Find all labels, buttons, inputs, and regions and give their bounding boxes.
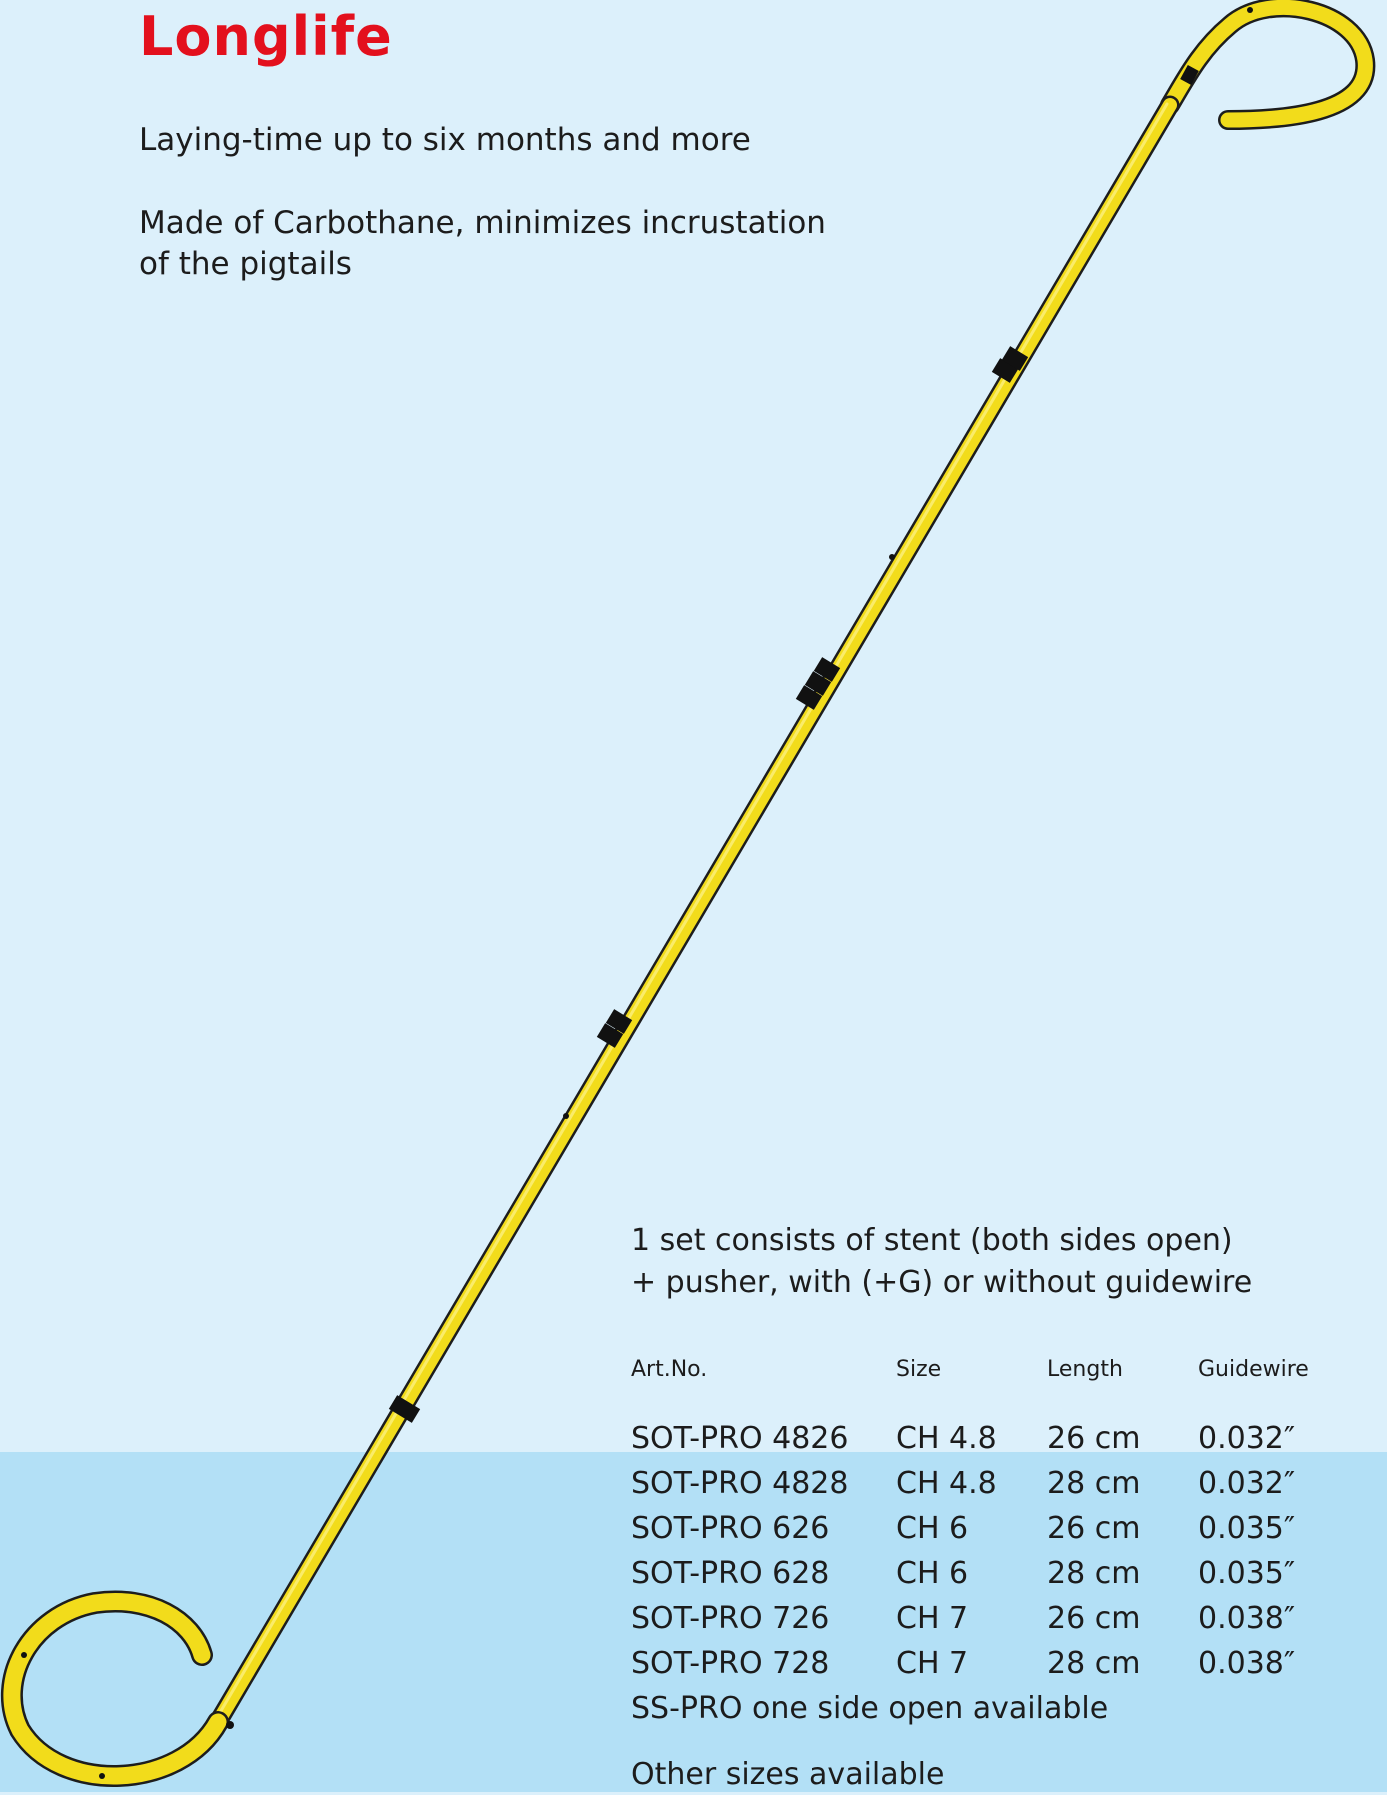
stent-drainage-hole bbox=[99, 1773, 105, 1779]
set-contents-line2: + pusher, with (+G) or without guidewire bbox=[631, 1265, 1253, 1300]
lower-background-band bbox=[0, 1452, 1387, 1792]
other-sizes-note: Other sizes available bbox=[631, 1757, 945, 1792]
product-spec-table: Art.No. Size Length Guidewire SOT-PRO 48… bbox=[631, 1348, 1331, 1686]
page-title: Longlife bbox=[139, 5, 393, 68]
stent-marker-band bbox=[596, 1023, 624, 1048]
size-cell: CH 4.8 bbox=[896, 1421, 997, 1456]
length-cell: 28 cm bbox=[1047, 1646, 1141, 1681]
length-cell: 28 cm bbox=[1047, 1556, 1141, 1591]
size-cell: CH 6 bbox=[896, 1556, 969, 1591]
length-cell: 26 cm bbox=[1047, 1601, 1141, 1636]
one-side-open-note: SS-PRO one side open available bbox=[631, 1691, 1109, 1726]
art-no-cell: SOT-PRO 4826 bbox=[631, 1421, 849, 1456]
table-row: SOT-PRO 4828 CH 4.8 28 cm 0.032″ bbox=[631, 1461, 1331, 1506]
size-cell: CH 7 bbox=[896, 1601, 969, 1636]
stent-drainage-hole bbox=[563, 1113, 569, 1119]
stent-marker-band bbox=[795, 685, 823, 710]
size-cell: CH 4.8 bbox=[896, 1466, 997, 1501]
feature-laying-time: Laying-time up to six months and more bbox=[139, 122, 751, 158]
set-contents-description: 1 set consists of stent (both sides open… bbox=[631, 1220, 1252, 1304]
length-cell: 26 cm bbox=[1047, 1511, 1141, 1546]
guidewire-cell: 0.035″ bbox=[1198, 1511, 1296, 1546]
stent-drainage-hole bbox=[1247, 7, 1253, 13]
set-contents-line1: 1 set consists of stent (both sides open… bbox=[631, 1223, 1233, 1258]
table-header-row: Art.No. Size Length Guidewire bbox=[631, 1348, 1331, 1416]
table-row: SOT-PRO 726 CH 7 26 cm 0.038″ bbox=[631, 1596, 1331, 1641]
guidewire-cell: 0.035″ bbox=[1198, 1556, 1296, 1591]
stent-drainage-hole bbox=[889, 554, 895, 560]
column-header-length: Length bbox=[1047, 1356, 1123, 1382]
art-no-cell: SOT-PRO 626 bbox=[631, 1511, 830, 1546]
size-cell: CH 7 bbox=[896, 1646, 969, 1681]
stent-marker-band bbox=[1180, 64, 1199, 86]
art-no-cell: SOT-PRO 628 bbox=[631, 1556, 830, 1591]
guidewire-cell: 0.038″ bbox=[1198, 1601, 1296, 1636]
table-row: SOT-PRO 728 CH 7 28 cm 0.038″ bbox=[631, 1641, 1331, 1686]
stent-marker-band bbox=[388, 1395, 421, 1423]
column-header-size: Size bbox=[896, 1356, 942, 1382]
guidewire-cell: 0.032″ bbox=[1198, 1466, 1296, 1501]
feature-material-line2: of the pigtails bbox=[139, 246, 352, 282]
size-cell: CH 6 bbox=[896, 1511, 969, 1546]
table-row: SOT-PRO 4826 CH 4.8 26 cm 0.032″ bbox=[631, 1416, 1331, 1461]
table-row: SOT-PRO 626 CH 6 26 cm 0.035″ bbox=[631, 1506, 1331, 1551]
length-cell: 26 cm bbox=[1047, 1421, 1141, 1456]
art-no-cell: SOT-PRO 726 bbox=[631, 1601, 830, 1636]
guidewire-cell: 0.032″ bbox=[1198, 1421, 1296, 1456]
guidewire-cell: 0.038″ bbox=[1198, 1646, 1296, 1681]
column-header-art-no: Art.No. bbox=[631, 1356, 708, 1382]
stent-drainage-hole bbox=[226, 1721, 234, 1729]
stent-marker-band bbox=[991, 358, 1019, 383]
length-cell: 28 cm bbox=[1047, 1466, 1141, 1501]
stent-drainage-hole bbox=[21, 1652, 27, 1658]
art-no-cell: SOT-PRO 4828 bbox=[631, 1466, 849, 1501]
table-row: SOT-PRO 628 CH 6 28 cm 0.035″ bbox=[631, 1551, 1331, 1596]
art-no-cell: SOT-PRO 728 bbox=[631, 1646, 830, 1681]
feature-material-line1: Made of Carbothane, minimizes incrustati… bbox=[139, 205, 826, 241]
column-header-guidewire: Guidewire bbox=[1198, 1356, 1309, 1382]
